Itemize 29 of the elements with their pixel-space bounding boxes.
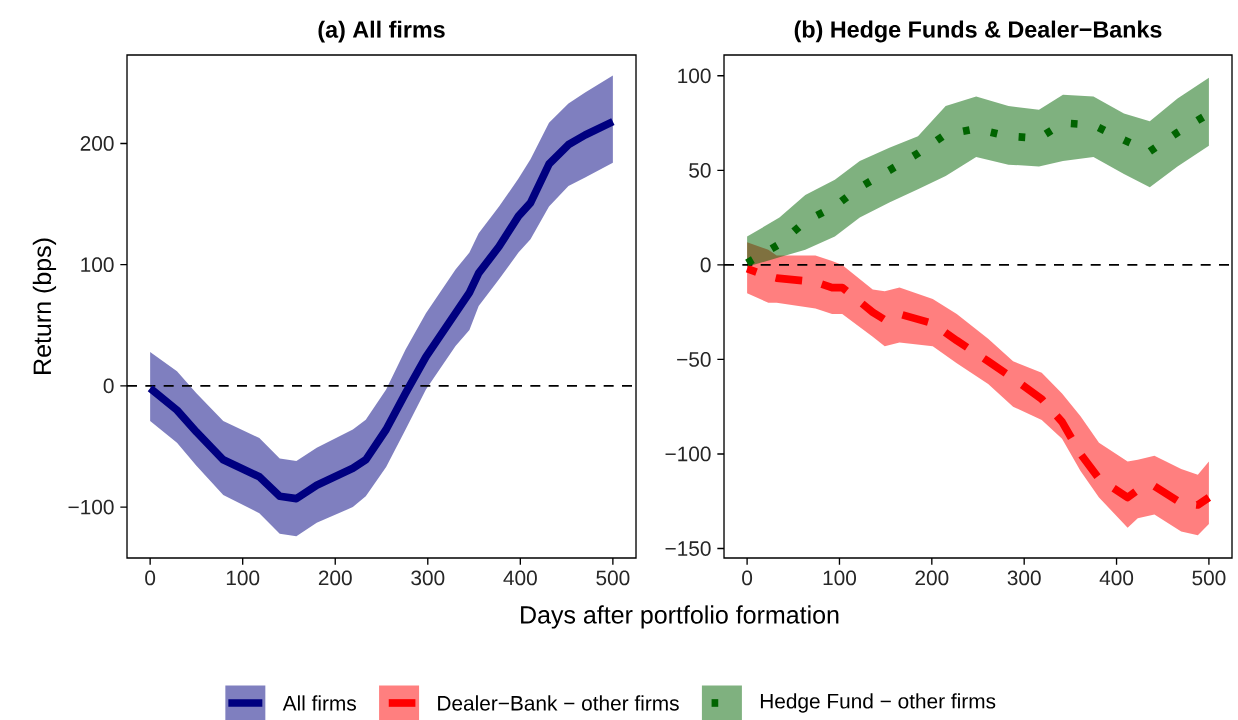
x-tick-label: 300 [1007,570,1041,586]
y-tick-label: −150 [665,540,711,556]
x-tick-label: 500 [596,570,630,586]
y-tick-label: −100 [665,446,711,462]
y-tick-label: 0 [700,257,711,273]
chart-title: (a) All firms [318,20,445,43]
y-axis-title: Return (bps) [32,238,57,374]
x-tick-label: 200 [318,570,352,586]
y-tick-label: 200 [80,135,114,151]
chart-title: (b) Hedge Funds & Dealer−Banks [794,20,1162,43]
legend-label: Hedge Fund − other firms [760,693,996,713]
y-tick-label: 0 [103,378,114,394]
x-tick-label: 200 [915,570,949,586]
x-tick-label: 400 [503,570,537,586]
y-tick-label: −50 [677,351,711,367]
y-tick-label: 100 [678,68,711,83]
x-tick-label: 400 [1099,570,1134,586]
x-axis-title: Days after portfolio formation [521,605,839,629]
y-tick-label: −100 [68,499,114,515]
x-tick-label: 0 [742,570,753,586]
x-tick-label: 0 [145,570,156,586]
y-tick-label: 100 [81,257,114,272]
x-tick-label: 100 [226,570,260,586]
x-tick-label: 500 [1192,570,1226,586]
x-tick-label: 100 [823,570,857,586]
x-tick-label: 300 [411,570,445,586]
legend-label: All firms [282,695,356,711]
legend-label: Dealer−Bank − other firms [438,695,679,711]
y-tick-label: 50 [689,162,711,178]
